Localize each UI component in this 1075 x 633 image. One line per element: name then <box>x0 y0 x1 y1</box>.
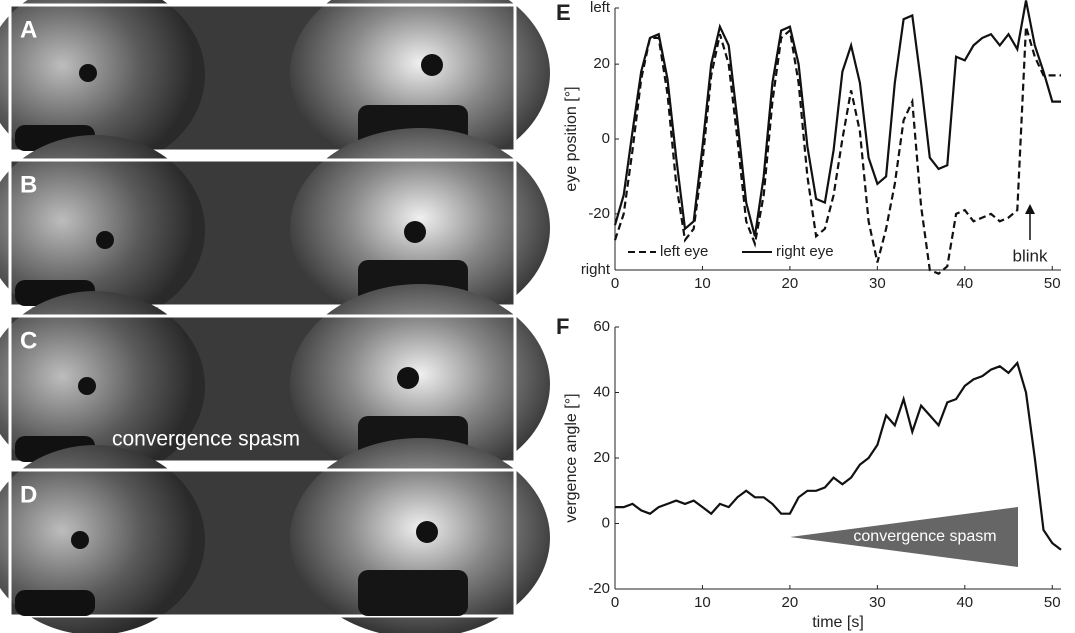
pupil <box>78 377 96 395</box>
photo-annotation: convergence spasm <box>112 428 300 451</box>
eye-left <box>0 445 205 633</box>
spasm-wedge <box>790 507 1018 567</box>
y-axis-label: eye position [°] <box>563 86 580 191</box>
panel-label: E <box>556 0 571 25</box>
y-tick-label: 40 <box>593 383 610 400</box>
y-tick-label: 0 <box>602 514 610 531</box>
legend-label: left eye <box>660 243 708 260</box>
y-tick-label: -20 <box>588 205 610 222</box>
pupil <box>397 367 419 389</box>
x-tick-label: 20 <box>782 594 799 611</box>
x-tick-label: 0 <box>611 275 619 292</box>
pupil <box>71 531 89 549</box>
y-tick-label: -20 <box>588 580 610 597</box>
panel-label: A <box>20 16 37 43</box>
photo-clip <box>8 3 517 153</box>
y-tick-label: 60 <box>593 318 610 335</box>
x-tick-label: 50 <box>1044 594 1061 611</box>
photo-panels: A B C D <box>0 0 550 633</box>
pupil <box>421 54 443 76</box>
pupil <box>416 521 438 543</box>
annotation: blink <box>1013 246 1048 265</box>
eye-left <box>0 291 205 481</box>
panel-label: F <box>556 314 569 339</box>
photo-clip <box>8 468 517 618</box>
panel-label: C <box>20 327 37 354</box>
x-tick-label: 20 <box>782 275 799 292</box>
x-tick-label: 40 <box>956 594 973 611</box>
panel-label: B <box>20 171 37 198</box>
y-tick-label: 20 <box>593 449 610 466</box>
eye-right <box>290 0 550 173</box>
occluder <box>358 570 468 616</box>
annotation: convergence spasm <box>853 528 996 545</box>
y-tick-label: left <box>590 0 611 16</box>
line-series <box>613 0 1061 237</box>
y-tick-label: 0 <box>602 130 610 147</box>
photo-clip <box>8 158 517 308</box>
x-tick-label: 0 <box>611 594 619 611</box>
eye-left <box>0 135 205 325</box>
pupil <box>404 221 426 243</box>
occluder <box>15 590 95 616</box>
eye-right <box>290 284 550 484</box>
x-tick-label: 40 <box>956 275 973 292</box>
panel-label: D <box>20 481 37 508</box>
legend-label: right eye <box>776 243 834 260</box>
pupil <box>79 64 97 82</box>
line-series <box>615 360 1062 551</box>
annotation-arrowhead <box>1025 204 1035 214</box>
x-tick-label: 30 <box>869 594 886 611</box>
line-series <box>613 26 1061 275</box>
x-tick-label: 10 <box>694 594 711 611</box>
x-tick-label: 10 <box>694 275 711 292</box>
x-axis-label: time [s] <box>812 614 864 631</box>
y-axis-label: vergence angle [°] <box>563 393 580 522</box>
photo-clip <box>8 314 517 464</box>
y-tick-label: right <box>581 261 611 278</box>
y-tick-label: 20 <box>593 55 610 72</box>
x-tick-label: 30 <box>869 275 886 292</box>
pupil <box>96 231 114 249</box>
x-tick-label: 50 <box>1044 275 1061 292</box>
